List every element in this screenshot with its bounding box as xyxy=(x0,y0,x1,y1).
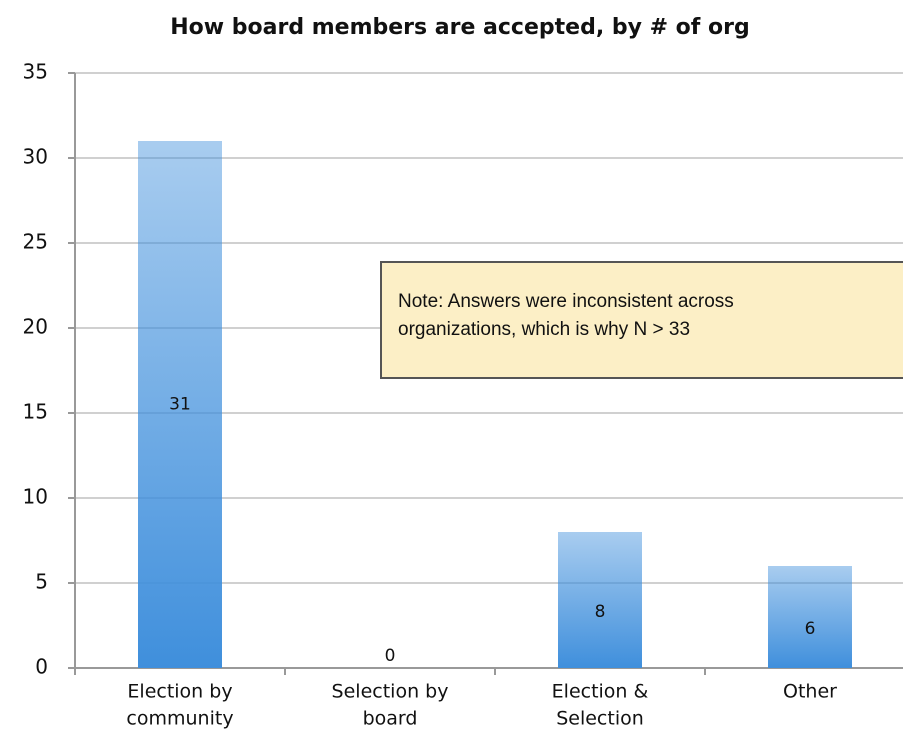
data-label: 0 xyxy=(385,646,396,666)
x-tick-label: Election & xyxy=(552,681,649,703)
y-tick-label: 20 xyxy=(23,315,48,339)
x-tick-label: Selection xyxy=(556,708,644,730)
data-label: 31 xyxy=(169,395,191,415)
y-tick-label: 5 xyxy=(35,570,48,594)
chart-title: How board members are accepted, by # of … xyxy=(170,15,750,40)
x-tick-label: Other xyxy=(783,681,837,703)
annotation-text: organizations, which is why N > 33 xyxy=(398,319,690,340)
y-tick-label: 25 xyxy=(23,230,48,254)
y-tick-label: 35 xyxy=(23,60,48,84)
data-label: 8 xyxy=(595,602,606,622)
data-label: 6 xyxy=(805,619,816,639)
y-tick-label: 0 xyxy=(35,655,48,679)
annotation: Note: Answers were inconsistent across or… xyxy=(380,261,903,379)
y-tick-label: 30 xyxy=(23,145,48,169)
bar xyxy=(558,532,642,668)
annotation-text: Note: Answers were inconsistent across xyxy=(398,291,734,312)
y-tick-label: 15 xyxy=(23,400,48,424)
y-tick-label: 10 xyxy=(23,485,48,509)
bar xyxy=(138,141,222,668)
annotation-box xyxy=(380,261,903,379)
x-tick-label: community xyxy=(126,708,233,730)
x-tick-label: Election by xyxy=(127,681,232,703)
x-tick-label: Selection by xyxy=(332,681,449,703)
x-tick-label: board xyxy=(363,708,418,730)
bar xyxy=(768,566,852,668)
